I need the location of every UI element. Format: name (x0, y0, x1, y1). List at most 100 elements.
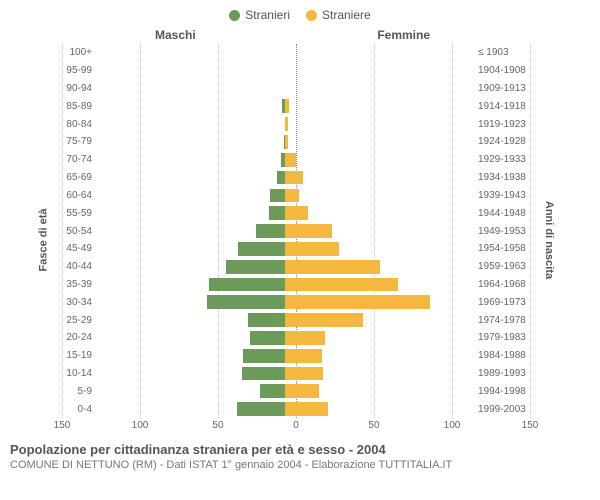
bar-pair (96, 97, 474, 115)
bar-pair (96, 311, 474, 329)
male-bar (260, 384, 285, 398)
age-row: 95-99 1904-1908 (62, 62, 530, 80)
birth-label: ≤ 1903 (474, 47, 530, 58)
birth-label: 1904-1908 (474, 65, 530, 76)
age-row: 20-241979-1983 (62, 329, 530, 347)
bar-pair (96, 80, 474, 98)
female-bar (285, 367, 323, 381)
birth-label: 1939-1943 (474, 190, 530, 201)
age-label: 0-4 (62, 404, 96, 415)
legend-item-female: Straniere (306, 8, 371, 22)
birth-label: 1994-1998 (474, 386, 530, 397)
age-row: 85-891914-1918 (62, 97, 530, 115)
birth-label: 1999-2003 (474, 404, 530, 415)
x-tick-label: 100 (132, 420, 149, 431)
birth-label: 1934-1938 (474, 172, 530, 183)
birth-label: 1929-1933 (474, 154, 530, 165)
male-bar (269, 206, 285, 220)
female-bar (285, 402, 328, 416)
bar-pair (96, 204, 474, 222)
bar-pair (96, 240, 474, 258)
bar-pair (96, 151, 474, 169)
male-bar (248, 313, 285, 327)
birth-label: 1964-1968 (474, 279, 530, 290)
female-bar (285, 153, 296, 167)
age-label: 70-74 (62, 154, 96, 165)
male-bar (270, 189, 285, 203)
bar-pair (96, 276, 474, 294)
female-bar (285, 260, 380, 274)
legend-item-male: Stranieri (229, 8, 290, 22)
birth-label: 1974-1978 (474, 315, 530, 326)
age-row: 80-84 1919-1923 (62, 115, 530, 133)
male-bar (238, 242, 285, 256)
birth-label: 1969-1973 (474, 297, 530, 308)
bar-pair (96, 62, 474, 80)
birth-label: 1984-1988 (474, 350, 530, 361)
female-bar (285, 189, 299, 203)
age-label: 65-69 (62, 172, 96, 183)
age-row: 50-541949-1953 (62, 222, 530, 240)
female-bar (285, 99, 289, 113)
female-bar (285, 135, 288, 149)
chart-subtitle: COMUNE DI NETTUNO (RM) - Dati ISTAT 1° g… (10, 459, 590, 471)
age-row: 40-441959-1963 (62, 258, 530, 276)
bar-pair (96, 133, 474, 151)
age-label: 80-84 (62, 119, 96, 130)
bar-pair (96, 187, 474, 205)
birth-label: 1959-1963 (474, 261, 530, 272)
age-label: 60-64 (62, 190, 96, 201)
birth-label: 1924-1928 (474, 136, 530, 147)
birth-label: 1944-1948 (474, 208, 530, 219)
male-bar (256, 224, 285, 238)
bar-pair (96, 347, 474, 365)
bar-rows: 100+ ≤ 1903 95-99 1904-1908 90-94 1909-1913 85… (62, 44, 530, 418)
age-label: 15-19 (62, 350, 96, 361)
birth-label: 1949-1953 (474, 226, 530, 237)
age-label: 90-94 (62, 83, 96, 94)
age-label: 35-39 (62, 279, 96, 290)
age-row: 45-491954-1958 (62, 240, 530, 258)
birth-label: 1979-1983 (474, 332, 530, 343)
female-bar (285, 278, 398, 292)
male-bar (209, 278, 285, 292)
age-label: 75-79 (62, 136, 96, 147)
chart-container: Stranieri Straniere Maschi Femmine Fasce… (0, 0, 600, 500)
female-bar (285, 331, 325, 345)
male-bar (277, 171, 285, 185)
bar-pair (96, 169, 474, 187)
y-axis-right-title: Anni di nascita (543, 201, 555, 279)
female-title: Femmine (377, 28, 430, 42)
age-row: 70-74 1929-1933 (62, 151, 530, 169)
male-bar (207, 295, 285, 309)
female-bar (285, 313, 363, 327)
x-tick-label: 150 (522, 420, 539, 431)
birth-label: 1954-1958 (474, 243, 530, 254)
bar-pair (96, 258, 474, 276)
birth-label: 1919-1923 (474, 119, 530, 130)
bar-pair (96, 365, 474, 383)
female-bar (285, 384, 319, 398)
x-tick-label: 100 (444, 420, 461, 431)
bar-pair (96, 44, 474, 62)
bar-pair (96, 329, 474, 347)
female-bar (285, 206, 308, 220)
male-bar (237, 402, 285, 416)
female-bar (285, 224, 332, 238)
male-dot-icon (229, 10, 240, 21)
x-tick-label: 50 (368, 420, 379, 431)
age-label: 25-29 (62, 315, 96, 326)
age-label: 85-89 (62, 101, 96, 112)
male-bar (226, 260, 285, 274)
age-label: 55-59 (62, 208, 96, 219)
x-tick-label: 150 (54, 420, 71, 431)
female-bar (285, 295, 430, 309)
age-label: 100+ (62, 47, 96, 58)
age-row: 0-4 1999-2003 (62, 400, 530, 418)
birth-label: 1909-1913 (474, 83, 530, 94)
y-axis-left-title: Fasce di età (37, 209, 49, 272)
age-label: 95-99 (62, 65, 96, 76)
bar-pair (96, 222, 474, 240)
age-row: 5-91994-1998 (62, 382, 530, 400)
age-row: 75-79 1924-1928 (62, 133, 530, 151)
